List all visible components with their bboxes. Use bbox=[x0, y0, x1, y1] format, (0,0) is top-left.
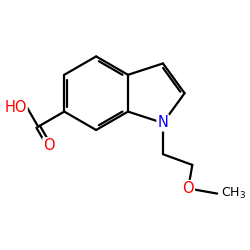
Text: HO: HO bbox=[4, 100, 27, 115]
Text: N: N bbox=[158, 116, 168, 130]
Text: O: O bbox=[182, 181, 194, 196]
Text: O: O bbox=[43, 138, 55, 153]
Text: CH$_3$: CH$_3$ bbox=[221, 186, 246, 201]
